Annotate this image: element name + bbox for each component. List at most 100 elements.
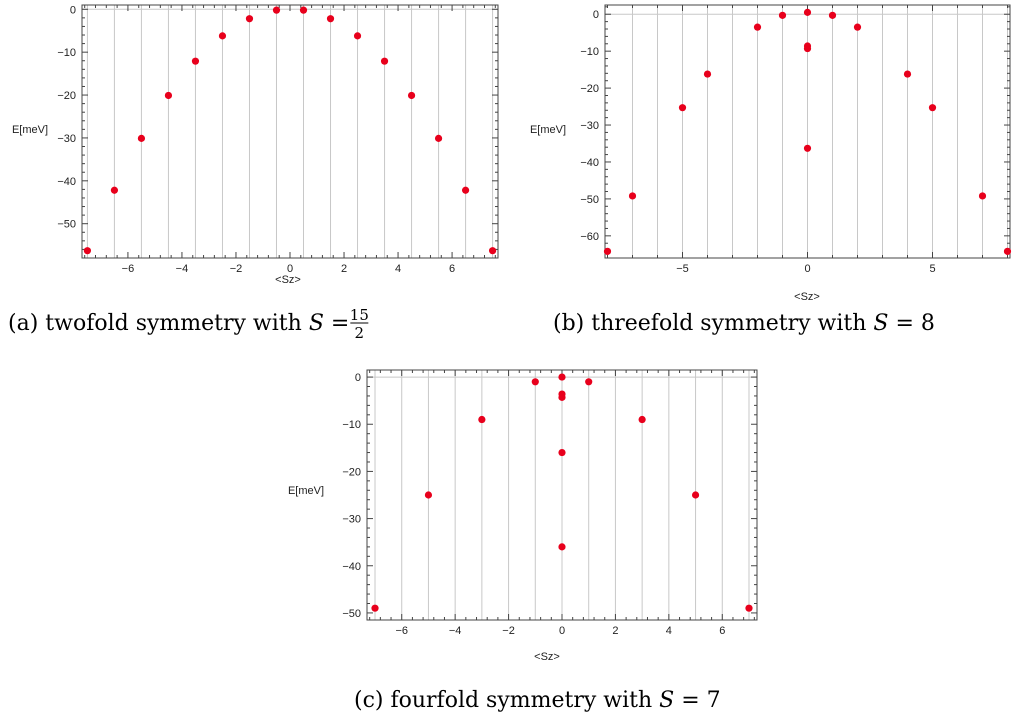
data-point	[853, 23, 862, 31]
x-tick-label: −2	[502, 625, 515, 637]
data-point	[703, 70, 712, 78]
data-point	[461, 186, 470, 194]
panel-b-threefold: −5 0 50−10−20−30−40−50−60E[meV]<Sz>(b) thr…	[530, 4, 1012, 336]
y-tick-label: 0	[355, 372, 361, 384]
x-tick-label: −2	[230, 263, 243, 275]
y-tick-label: −40	[342, 561, 361, 573]
x-tick-label: −6	[395, 625, 408, 637]
y-tick-label: −20	[342, 466, 361, 478]
x-axis-label: <Sz>	[275, 274, 301, 286]
caption-prefix: (b) threefold symmetry with	[553, 311, 873, 336]
data-point	[531, 378, 539, 386]
x-tick-label: 0	[287, 263, 293, 275]
x-tick-label: −4	[176, 263, 189, 275]
y-axis-label: E[meV]	[530, 124, 566, 136]
x-tick-label: 0	[804, 263, 810, 275]
data-point	[110, 186, 119, 194]
data-point	[803, 144, 812, 152]
x-tick-label: 6	[719, 625, 725, 637]
data-point	[903, 70, 912, 78]
data-point	[434, 134, 443, 142]
data-point	[380, 57, 389, 65]
panel-caption: (c) fourfold symmetry with S = 7	[354, 688, 721, 713]
y-tick-label: 0	[70, 4, 76, 16]
x-tick-label: 6	[449, 263, 455, 275]
data-point	[424, 491, 433, 499]
x-tick-label: −6	[122, 263, 135, 275]
x-tick-label: 2	[341, 263, 347, 275]
x-tick-label: 0	[559, 625, 565, 637]
y-tick-label: 0	[593, 9, 599, 21]
panel-caption: (a) twofold symmetry with S =	[8, 311, 349, 336]
data-point	[272, 6, 281, 14]
data-point	[353, 32, 362, 40]
caption-prefix: (a) twofold symmetry with	[8, 311, 309, 336]
caption-fraction-numerator: 15	[350, 306, 369, 324]
data-point	[678, 104, 687, 112]
y-tick-label: −10	[580, 46, 599, 58]
y-tick-label: −20	[580, 83, 599, 95]
data-point	[628, 192, 637, 200]
x-tick-label: −4	[449, 625, 462, 637]
data-point	[558, 373, 566, 381]
y-tick-label: −50	[580, 194, 599, 206]
y-tick-label: −40	[580, 157, 599, 169]
y-tick-label: −50	[342, 608, 361, 620]
data-point	[803, 8, 812, 16]
y-axis-label: E[meV]	[288, 485, 324, 497]
data-point	[928, 104, 937, 112]
x-tick-label: 2	[612, 625, 618, 637]
caption-variable: S	[659, 688, 674, 713]
data-point	[603, 247, 612, 255]
panel-caption: (b) threefold symmetry with S = 8	[553, 311, 935, 336]
x-tick-label: 4	[666, 625, 672, 637]
data-point	[585, 378, 593, 386]
data-point	[245, 15, 254, 23]
y-tick-label: −30	[342, 514, 361, 526]
y-tick-label: −20	[57, 90, 76, 102]
x-tick-label: 5	[929, 263, 935, 275]
data-point	[191, 57, 200, 65]
caption-equals: =	[324, 311, 349, 336]
panel-c-fourfold: −6 −4 −2 0 2 4 60−10−20−30−40−50E[meV]<Sz>(c) …	[288, 369, 758, 713]
data-point	[137, 134, 146, 142]
data-point	[83, 247, 92, 255]
y-tick-label: −60	[580, 231, 599, 243]
data-point	[638, 415, 646, 424]
y-tick-label: −40	[57, 176, 76, 188]
caption-fraction-denominator: 2	[355, 324, 365, 342]
data-point	[218, 32, 227, 40]
x-tick-label: 4	[395, 263, 401, 275]
caption-prefix: (c) fourfold symmetry with	[354, 688, 659, 713]
y-tick-label: −30	[580, 120, 599, 132]
data-point	[558, 448, 566, 457]
x-tick-label: −5	[676, 263, 689, 275]
caption-equals: = 7	[674, 688, 720, 713]
data-point	[164, 91, 173, 100]
caption-variable: S	[309, 311, 324, 336]
data-point	[558, 543, 566, 551]
y-tick-label: −10	[57, 47, 76, 59]
data-point	[778, 11, 787, 19]
x-axis-label: <Sz>	[534, 651, 560, 663]
panel-a-twofold: −6 −4 −2 0 2 4 60−10−20−30−40−50E[meV]<Sz>(a) …	[8, 4, 499, 342]
data-point	[299, 6, 308, 14]
y-tick-label: −50	[57, 219, 76, 231]
caption-equals: = 8	[889, 311, 935, 336]
x-axis-label: <Sz>	[794, 291, 820, 303]
y-tick-label: −10	[342, 419, 361, 431]
y-tick-label: −30	[57, 133, 76, 145]
y-axis-label: E[meV]	[12, 124, 48, 136]
caption-variable: S	[873, 311, 888, 336]
data-point	[1003, 247, 1012, 255]
data-point	[803, 44, 812, 53]
data-point	[478, 415, 486, 424]
data-point	[691, 491, 700, 499]
data-point	[828, 11, 837, 19]
data-point	[745, 604, 753, 612]
data-point	[753, 23, 762, 31]
data-point	[326, 15, 335, 23]
data-point	[558, 393, 566, 401]
plot-frame	[81, 4, 499, 259]
